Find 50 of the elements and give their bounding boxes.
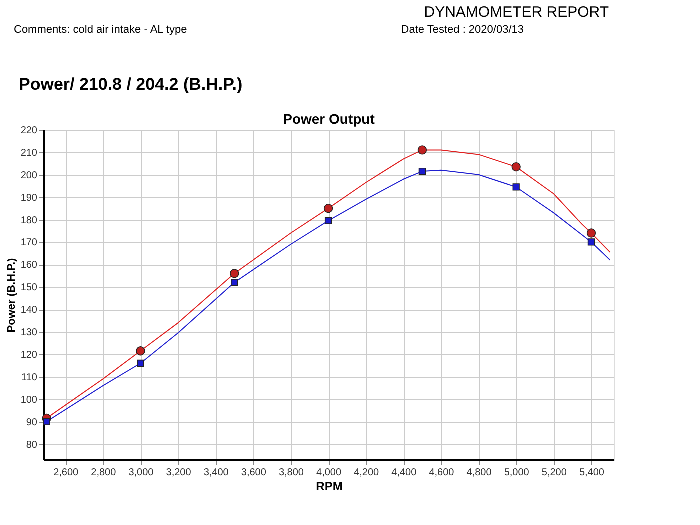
- y-axis-title: Power (B.H.P.): [6, 258, 18, 333]
- y-tick-label: 170: [20, 238, 38, 249]
- chart-title: Power Output: [283, 111, 376, 127]
- x-tick-label: 5,400: [579, 468, 605, 478]
- x-tick-label: 5,000: [504, 468, 530, 478]
- y-tick-label: 210: [20, 148, 38, 159]
- point: [512, 162, 521, 172]
- y-tick-label: 150: [20, 282, 38, 294]
- y-tick-label: 140: [20, 305, 38, 316]
- point: [418, 168, 426, 176]
- y-tick-label: 90: [26, 417, 38, 428]
- x-tick-label: 3,000: [128, 468, 154, 478]
- x-tick-label: 2,800: [91, 468, 117, 478]
- point: [230, 269, 240, 278]
- point: [324, 204, 334, 214]
- y-tick-label: 100: [20, 394, 38, 406]
- y-tick-label: 200: [20, 170, 38, 182]
- x-tick-label: 4,800: [466, 468, 492, 478]
- x-tick-label: 2,600: [54, 468, 80, 478]
- point: [512, 184, 520, 191]
- y-tick-label: 220: [20, 126, 38, 136]
- point: [136, 346, 146, 356]
- x-tick-label: 4,000: [316, 468, 342, 478]
- text: Power/ 210.8 / 204.2 (B.H.P.): [19, 75, 243, 94]
- point: [43, 418, 50, 426]
- x-tick-label: 3,200: [166, 468, 192, 478]
- point: [324, 217, 332, 224]
- x-tick-label: 3,800: [278, 468, 304, 478]
- y-tick-label: 130: [20, 328, 38, 339]
- x-tick-label: 4,600: [429, 468, 455, 478]
- x-tick-label: 4,200: [354, 468, 380, 478]
- x-axis-title: RPM: [316, 480, 343, 494]
- x-tick-label: 3,600: [241, 468, 267, 478]
- text: DYNAMOMETER REPORT: [424, 4, 609, 21]
- x-tick-label: 3,400: [204, 468, 230, 478]
- point: [586, 228, 596, 238]
- x-tick-label: 5,200: [542, 468, 568, 478]
- text: Comments: cold air intake - AL type: [14, 24, 188, 36]
- y-tick-label: 120: [20, 350, 38, 361]
- y-tick-label: 160: [20, 260, 38, 272]
- text: Date Tested : 2020/03/13: [401, 24, 524, 36]
- y-tick-label: 180: [20, 215, 38, 226]
- point: [137, 360, 144, 368]
- y-tick-label: 80: [26, 440, 38, 451]
- point: [231, 279, 238, 286]
- y-tick-label: 110: [22, 372, 38, 384]
- y-tick-label: 190: [20, 192, 38, 204]
- point: [588, 238, 596, 246]
- point: [418, 146, 428, 155]
- x-tick-label: 4,400: [392, 468, 418, 478]
